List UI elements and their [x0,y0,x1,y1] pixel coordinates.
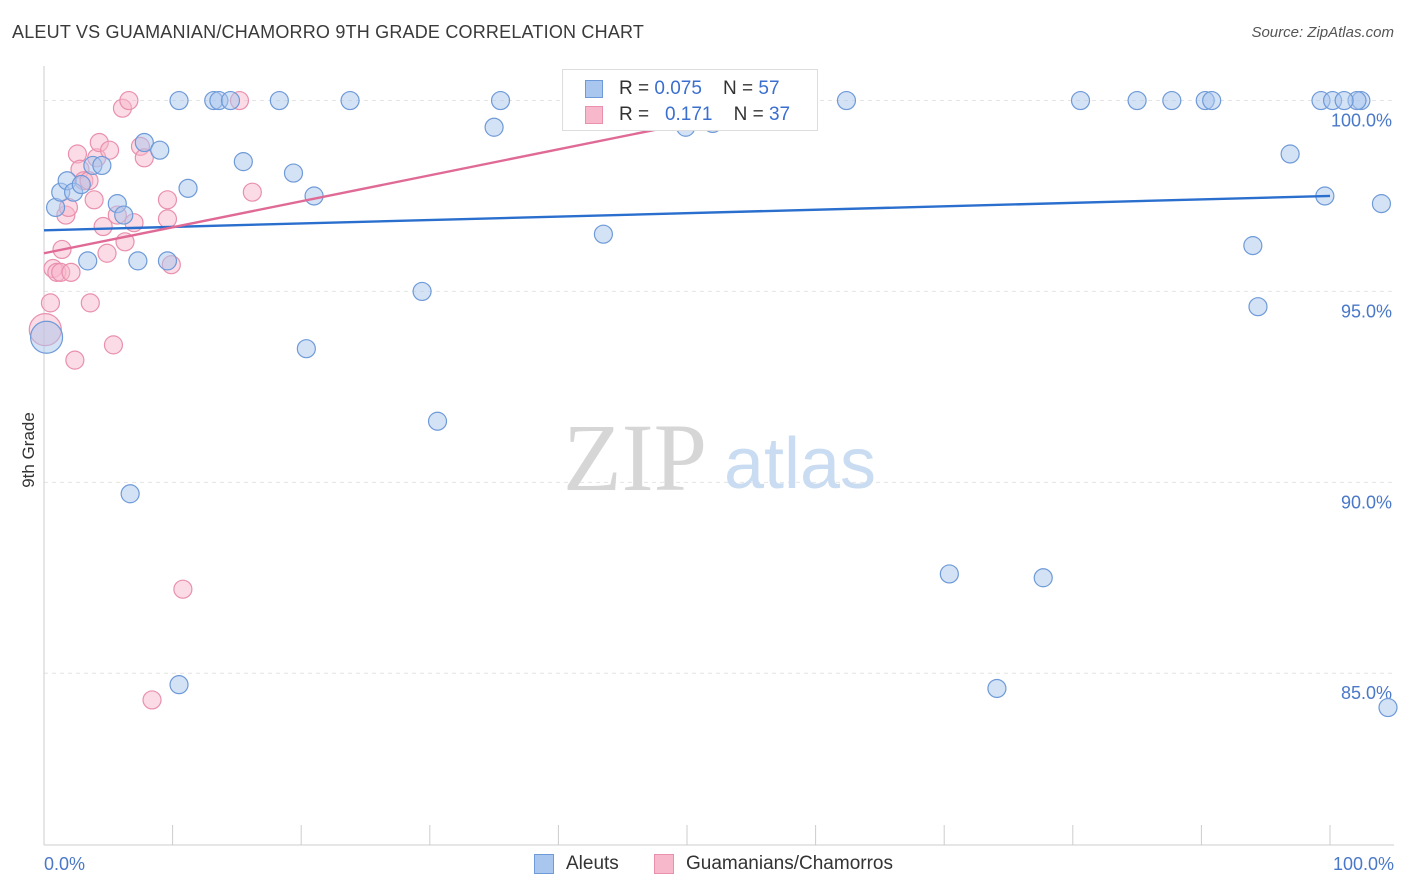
data-point [1280,144,1300,164]
data-point [484,117,504,137]
data-point [233,152,253,172]
data-point [296,339,316,359]
data-point [1248,297,1268,317]
data-point [150,140,170,160]
data-point [173,579,193,599]
y-tick-label: 95.0% [1341,301,1392,321]
data-point [490,90,511,111]
y-tick-label: 85.0% [1341,683,1392,703]
bottom-legend-swatch-aleuts [534,854,554,874]
data-point [142,690,162,710]
data-point [120,484,140,504]
legend-r-value: 0.171 [664,104,713,125]
legend-text-aleuts: R = 0.075 N = 57 [619,78,780,100]
data-point [84,190,104,210]
data-point [157,251,178,271]
legend-n-label: N = [723,78,759,99]
tick-labels: 85.0% 90.0% 95.0% 100.0% 0.0% 100.0% [44,111,1394,874]
data-point [169,90,189,111]
data-point [97,243,117,263]
data-point [103,335,124,355]
data-point [1202,90,1222,111]
data-point [128,251,148,271]
watermark: ZIP atlas [563,404,876,511]
data-point [92,155,112,176]
trend-line-guamanians [43,126,668,255]
series-guamanians [28,90,661,710]
legend-r-value: 0.075 [654,78,702,99]
legend-n-value: 37 [768,104,791,125]
data-point [119,90,139,111]
data-point [1334,90,1354,111]
data-point [71,174,91,195]
data-point [220,90,241,111]
data-point [1378,697,1398,718]
y-tick-label: 100.0% [1331,111,1392,131]
data-point [836,90,857,111]
data-point [340,90,360,111]
data-point [178,178,198,198]
watermark-zip: ZIP [563,404,707,511]
data-point [1070,90,1091,111]
bottom-legend-label-aleuts: Aleuts [566,853,619,874]
data-point [1243,236,1263,256]
y-axis-label: 9th Grade [19,412,38,488]
data-point [169,675,189,695]
trend-lines [43,126,1331,255]
data-point [987,678,1007,699]
axes [43,66,1394,846]
data-point [242,182,262,202]
data-point [593,224,614,244]
data-point [412,281,432,302]
data-point [29,320,64,354]
data-point [80,293,100,313]
x-tick-label: 0.0% [44,854,85,874]
bottom-legend-label-guamanians: Guamanians/Chamorros [686,853,893,874]
watermark-atlas: atlas [724,424,876,504]
legend-r-label: R = [619,78,655,99]
bottom-legend-swatch-guamanians [654,854,674,874]
data-point [283,163,304,183]
data-point [134,132,154,153]
data-point [157,190,178,210]
series-aleuts [29,90,1398,718]
legend-n-label: N = [733,104,769,125]
legend-r-label: R = [619,104,655,125]
data-point [114,205,134,225]
legend-swatch-guamanians [585,106,603,124]
x-tick-label: 100.0% [1333,854,1394,874]
data-point [65,350,85,370]
legend-swatch-aleuts [585,80,603,98]
data-point [427,411,448,431]
legend-text-guamanians: R = 0.171 N = 37 [619,104,790,126]
data-point [1033,568,1053,588]
data-point [1127,90,1147,111]
trend-line-aleuts [43,194,1331,232]
data-point [269,90,289,111]
y-tick-label: 90.0% [1341,492,1392,512]
chart-source: Source: ZipAtlas.com [1251,24,1394,41]
data-point [157,209,178,229]
data-point [61,262,81,282]
data-point [93,216,113,237]
data-point [99,140,120,160]
stats-legend: R = 0.075 N = 57 R = 0.171 N = 37 [562,69,818,131]
data-point [939,564,959,584]
legend-n-value: 57 [758,78,780,99]
data-point [78,251,98,271]
data-point [1371,194,1392,214]
data-point [1162,90,1182,111]
data-point [304,186,324,206]
chart-title: ALEUT VS GUAMANIAN/CHAMORRO 9TH GRADE CO… [12,22,645,42]
data-point [40,293,61,313]
